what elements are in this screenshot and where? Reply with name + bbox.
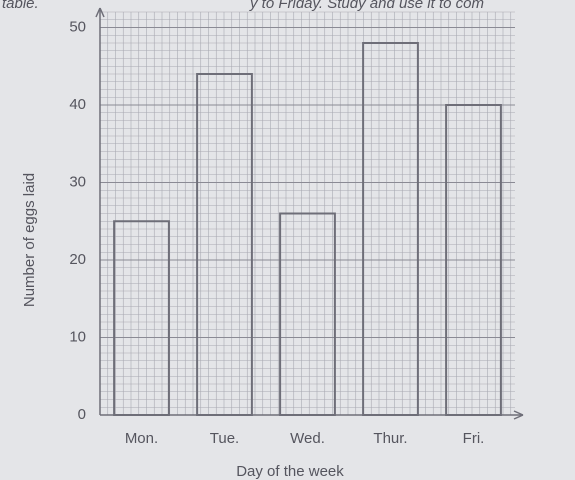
x-tick-label: Thur.	[373, 430, 407, 447]
bar	[445, 104, 502, 416]
bar	[113, 220, 170, 416]
y-tick-label: 50	[69, 18, 86, 35]
y-tick-label: 20	[69, 251, 86, 268]
bar	[196, 73, 253, 416]
bar	[362, 42, 419, 416]
x-tick-label: Wed.	[290, 430, 325, 447]
annotation: table.	[2, 0, 39, 12]
y-tick-label: 40	[69, 96, 86, 113]
x-tick-label: Tue.	[210, 430, 239, 447]
x-axis-arrow	[513, 410, 524, 420]
y-axis-label: Number of eggs laid	[21, 173, 38, 307]
y-tick-label: 10	[69, 328, 86, 345]
bar	[279, 212, 336, 416]
y-tick-label: 30	[69, 173, 86, 190]
x-axis-label: Day of the week	[236, 463, 344, 480]
y-axis-arrow	[95, 7, 105, 18]
x-tick-label: Fri.	[463, 430, 485, 447]
annotation: y to Friday. Study and use it to com	[249, 0, 484, 12]
y-tick-label: 0	[78, 406, 86, 423]
x-tick-label: Mon.	[125, 430, 158, 447]
